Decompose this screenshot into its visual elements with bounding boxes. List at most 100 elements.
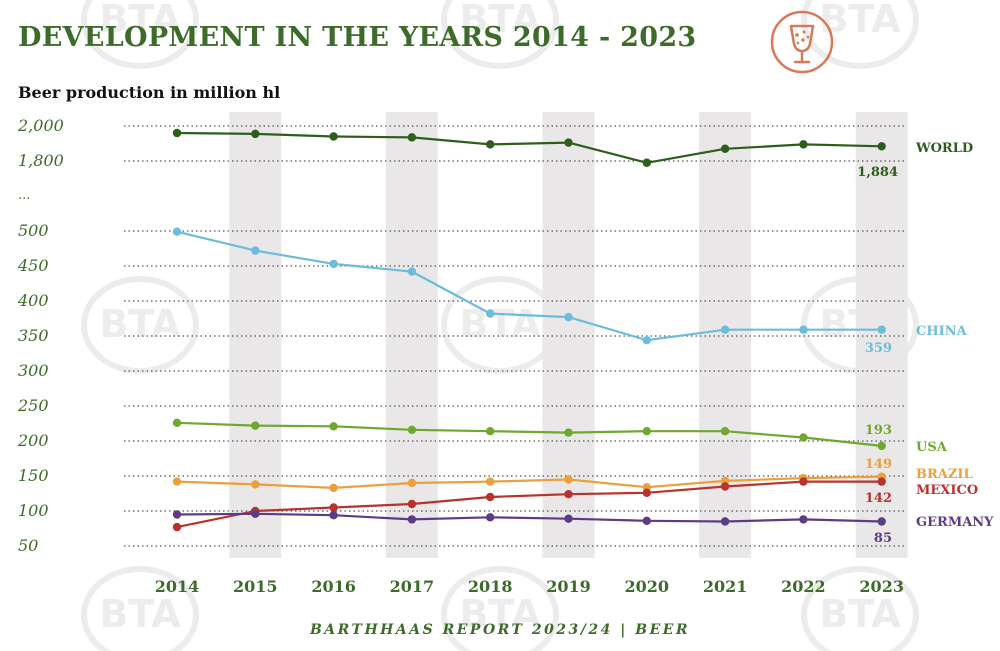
series-germany: GERMANY 85 [172, 509, 994, 546]
data-point-world [564, 138, 573, 147]
data-point-china [877, 325, 886, 334]
data-point-world [329, 132, 338, 141]
data-point-brazil [407, 478, 417, 488]
data-point-china [799, 325, 808, 334]
end-value-label-germany: 85 [874, 531, 892, 546]
data-point-world [251, 129, 260, 139]
data-point-brazil [564, 475, 573, 484]
legend-label-china: CHINA [916, 324, 968, 339]
series-china: CHINA 359 [172, 227, 968, 356]
data-point-brazil [172, 477, 182, 486]
series-line-germany [176, 512, 882, 523]
data-point-mexico [329, 503, 338, 512]
end-value-label-brazil: 149 [865, 457, 892, 472]
y-tick-label: 400 [17, 291, 49, 310]
x-tick-label: 2020 [625, 577, 670, 596]
legend-label-world: WORLD [915, 141, 973, 156]
y-tick-label: 150 [18, 466, 49, 485]
y-tick-label: 450 [17, 256, 49, 275]
data-point-china [172, 227, 182, 236]
data-point-mexico [720, 482, 730, 491]
series-line-brazil [176, 475, 882, 489]
y-tick-label: 500 [18, 221, 49, 240]
data-point-germany [329, 511, 338, 520]
watermark-text: BTA [819, 0, 901, 41]
data-point-china [642, 336, 651, 345]
data-point-mexico [486, 492, 495, 502]
data-point-mexico [407, 499, 417, 509]
watermark-badge: BTA [81, 276, 199, 374]
data-point-usa [486, 427, 495, 436]
watermark-text: BTA [459, 302, 541, 346]
data-point-china [407, 267, 417, 276]
data-point-china [329, 259, 338, 269]
y-tick-label: 350 [18, 326, 49, 345]
y-tick-label: 100 [18, 501, 49, 520]
x-tick-label: 2023 [859, 577, 904, 596]
watermark-badge: BTA [441, 0, 559, 69]
data-point-china [486, 309, 495, 318]
x-tick-label: 2014 [155, 577, 200, 596]
data-point-mexico [564, 490, 573, 499]
x-tick-label: 2022 [781, 577, 826, 596]
x-tick-label: 2019 [546, 577, 591, 596]
end-value-label-usa: 193 [865, 423, 892, 438]
data-point-germany [877, 517, 886, 526]
series-line-world [176, 131, 882, 164]
year-stripe [229, 112, 282, 558]
watermark-badge: BTA [801, 566, 919, 651]
data-point-germany [172, 510, 182, 519]
y-tick-label: 300 [18, 361, 49, 380]
data-point-usa [720, 427, 730, 436]
end-value-label-world: 1,884 [857, 165, 898, 180]
data-point-usa [799, 433, 808, 442]
data-point-brazil [251, 480, 260, 489]
footer-source: BARTHHAAS REPORT 2023/24 | BEER [309, 622, 691, 638]
data-point-usa [251, 421, 260, 430]
watermark-text: BTA [99, 0, 181, 41]
y-tick-label: 200 [17, 431, 49, 450]
data-point-usa [329, 422, 338, 431]
data-point-brazil [486, 477, 495, 486]
watermark-text: BTA [459, 592, 541, 636]
data-point-germany [799, 515, 808, 524]
x-tick-label: 2021 [703, 577, 748, 596]
data-point-germany [407, 515, 417, 524]
data-point-brazil [329, 483, 338, 493]
data-point-china [720, 325, 730, 334]
y-axis-break: ... [18, 188, 30, 203]
data-point-world [407, 133, 417, 142]
series-line-china [176, 230, 882, 342]
watermark-badge: BTA [81, 0, 199, 69]
data-point-china [251, 246, 260, 255]
watermark-badge: BTA [801, 0, 919, 69]
watermark-text: BTA [99, 302, 181, 346]
series-line-usa [176, 421, 882, 447]
data-point-germany [720, 517, 730, 526]
y-axis-caption: Beer production in million hl [18, 83, 281, 102]
watermark-badge: BTA [441, 566, 559, 651]
data-point-germany [564, 514, 573, 523]
data-point-world [877, 142, 886, 151]
data-point-world [486, 140, 495, 149]
y-tick-label: 250 [17, 396, 49, 415]
y-tick-label: 50 [18, 536, 38, 555]
series-usa: USA 193 [172, 418, 948, 455]
x-tick-label: 2016 [311, 577, 356, 596]
data-point-mexico [877, 477, 886, 486]
data-point-usa [564, 428, 573, 437]
series-world: WORLD 1,884 [172, 128, 973, 180]
year-stripe [385, 112, 438, 558]
page-title: DEVELOPMENT IN THE YEARS 2014 - 2023 [18, 22, 697, 53]
data-point-mexico [172, 522, 182, 532]
data-point-mexico [642, 488, 651, 497]
legend-label-usa: USA [916, 440, 948, 455]
watermark-text: BTA [459, 0, 541, 41]
legend-label-mexico: MEXICO [916, 483, 978, 498]
legend-label-brazil: BRAZIL [916, 467, 973, 482]
x-tick-label: 2017 [390, 577, 435, 596]
watermark-text: BTA [819, 592, 901, 636]
data-point-usa [642, 427, 651, 436]
end-value-label-mexico: 142 [865, 491, 892, 506]
